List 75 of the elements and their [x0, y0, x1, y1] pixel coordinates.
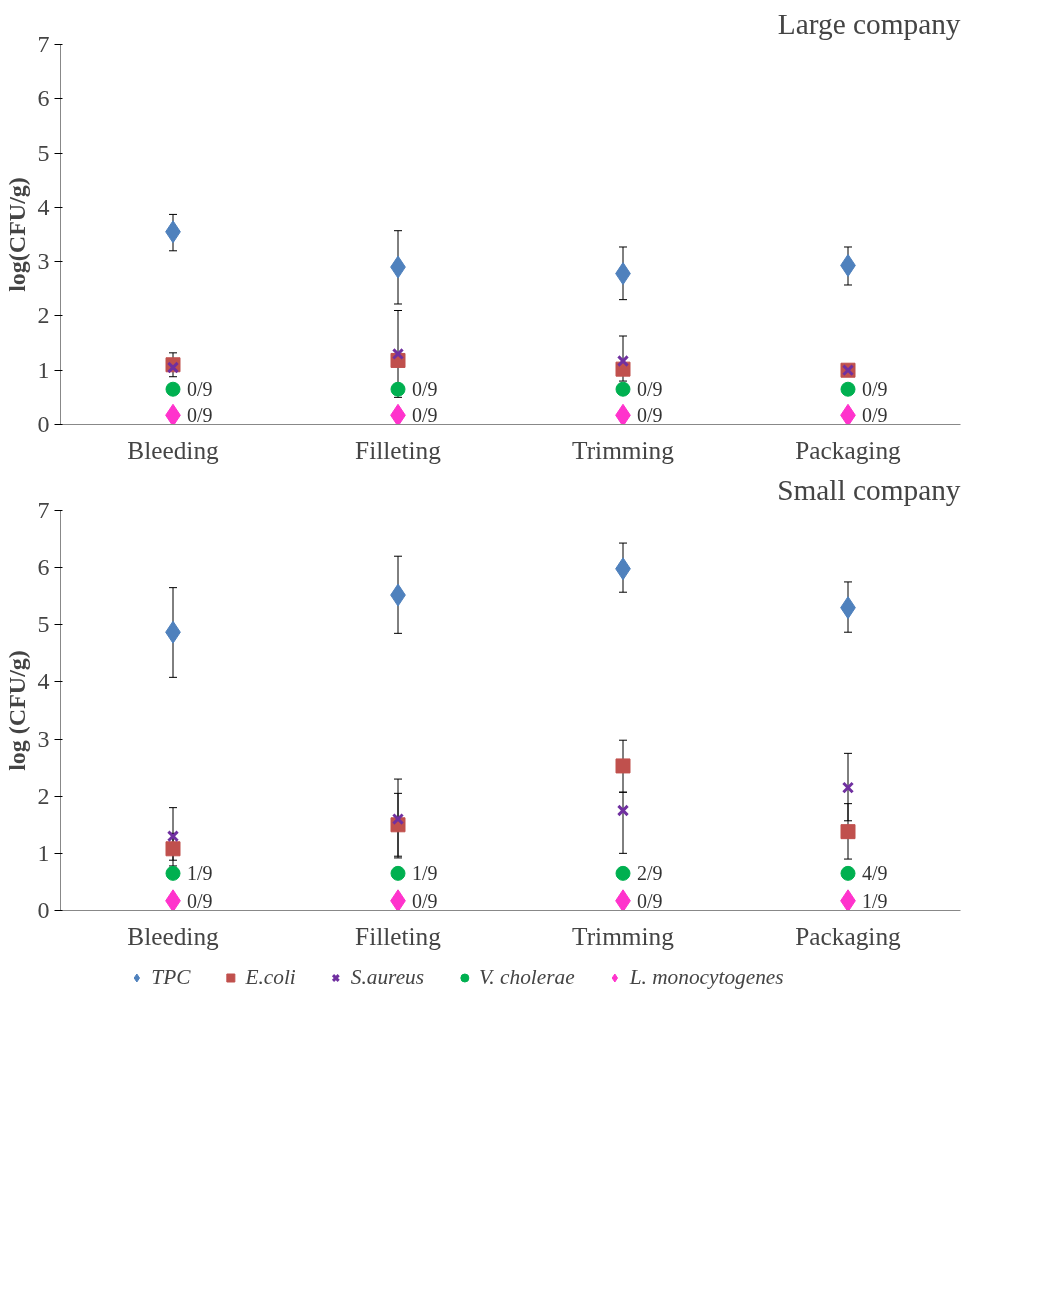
y-tick-label: 6 [37, 554, 50, 581]
data-label: 1/9 [412, 862, 438, 885]
chart-title: Small company [777, 473, 961, 506]
point [165, 403, 181, 425]
point [390, 865, 406, 881]
legend-label: E.coli [245, 964, 296, 990]
point [615, 865, 631, 881]
x-tick-label: Packaging [795, 435, 902, 464]
point [165, 381, 181, 397]
point [391, 812, 405, 826]
y-tick-label: 5 [37, 139, 50, 166]
y-tick-label: 2 [37, 782, 50, 809]
x-tick-label: Filleting [355, 921, 442, 950]
y-tick-label: 4 [37, 193, 50, 220]
point [840, 403, 856, 425]
y-tick-label: 5 [37, 611, 50, 638]
point [390, 381, 406, 397]
point [165, 865, 181, 881]
data-label: 0/9 [412, 889, 438, 912]
data-label: 0/9 [187, 404, 213, 427]
point [616, 804, 630, 817]
point [165, 889, 181, 911]
x-tick-label: Trimming [572, 435, 675, 464]
point [166, 830, 180, 843]
data-label: 0/9 [412, 404, 438, 427]
data-label: 0/9 [862, 378, 888, 401]
y-tick-label: 3 [37, 248, 50, 275]
legend-label: L. monocytogenes [629, 964, 784, 990]
y-tick-label: 7 [37, 497, 50, 523]
y-tick-label: 0 [37, 411, 50, 437]
point [615, 403, 631, 425]
point [165, 841, 181, 857]
x-tick-label: Trimming [572, 921, 675, 950]
y-axis-title: log(CFU/g) [3, 177, 30, 292]
point [615, 381, 631, 397]
data-label: 4/9 [862, 862, 888, 885]
y-tick-label: 1 [37, 839, 50, 866]
point [166, 361, 180, 374]
point [616, 354, 630, 368]
y-tick-label: 1 [37, 356, 50, 383]
chart-title: Large company [777, 7, 961, 40]
y-tick-label: 6 [37, 85, 50, 112]
data-label: 0/9 [187, 889, 213, 912]
data-label: 0/9 [862, 404, 888, 427]
y-tick-label: 2 [37, 302, 50, 329]
x-tick-label: Bleeding [127, 921, 220, 950]
point [840, 865, 856, 881]
point [841, 781, 855, 794]
y-tick-label: 4 [37, 668, 50, 695]
data-label: 0/9 [187, 378, 213, 401]
point [615, 889, 631, 911]
point [840, 824, 856, 840]
point [390, 889, 406, 911]
data-label: 0/9 [412, 378, 438, 401]
x-tick-label: Bleeding [127, 435, 220, 464]
point [390, 403, 406, 425]
data-label: 1/9 [862, 889, 888, 912]
data-label: 0/9 [637, 378, 663, 401]
data-label: 0/9 [637, 889, 663, 912]
data-label: 0/9 [637, 404, 663, 427]
point [840, 381, 856, 397]
y-axis-title: log (CFU/g) [3, 650, 30, 771]
x-tick-label: Packaging [795, 921, 902, 950]
y-tick-label: 0 [37, 897, 50, 923]
y-tick-label: 3 [37, 725, 50, 752]
point [840, 889, 856, 911]
point [391, 347, 405, 361]
legend-label: S.aureus [350, 964, 425, 990]
y-tick-label: 7 [37, 31, 50, 57]
legend-label: V. cholerae [479, 964, 575, 990]
data-label: 1/9 [187, 862, 213, 885]
point [615, 758, 631, 774]
data-label: 2/9 [637, 862, 663, 885]
x-tick-label: Filleting [355, 435, 442, 464]
legend-label: TPC [151, 964, 191, 990]
